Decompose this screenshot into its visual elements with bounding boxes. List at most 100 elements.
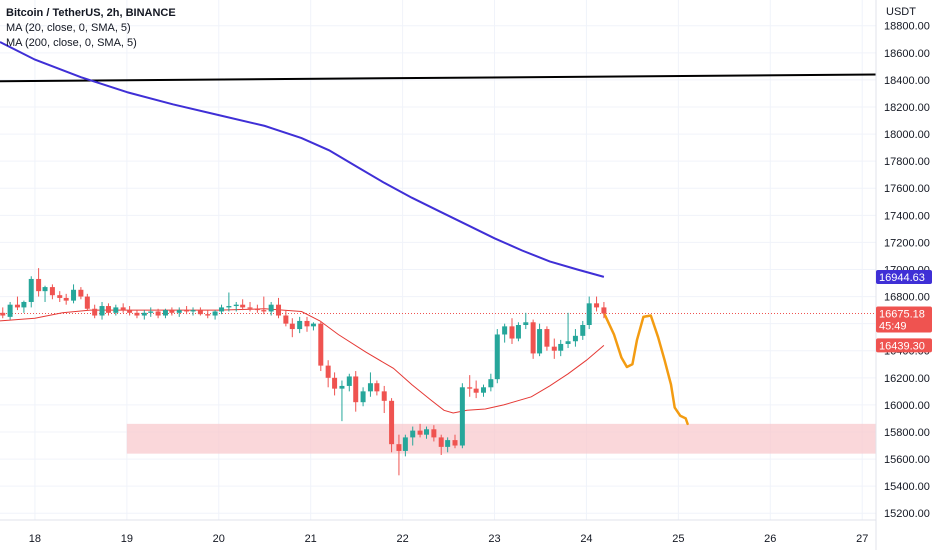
candle[interactable] [120, 303, 126, 313]
candle[interactable] [360, 387, 366, 407]
candle[interactable] [190, 307, 196, 316]
candle[interactable] [304, 316, 310, 332]
candle[interactable] [42, 285, 48, 302]
candle[interactable] [325, 360, 331, 388]
candle[interactable] [537, 323, 543, 357]
candle[interactable] [14, 296, 20, 311]
candle[interactable] [78, 287, 84, 300]
candle[interactable] [594, 296, 600, 312]
candle[interactable] [374, 380, 380, 396]
candle[interactable] [21, 300, 27, 313]
candle[interactable] [509, 318, 515, 344]
candle-body [537, 329, 543, 354]
last-price-badge-bg [876, 306, 932, 333]
candle[interactable] [197, 307, 203, 316]
resistance-trendline[interactable] [0, 73, 877, 83]
candle[interactable] [438, 434, 444, 455]
candle[interactable] [105, 303, 111, 316]
candle-body [473, 388, 479, 393]
candle[interactable] [268, 301, 274, 316]
ma20-line[interactable] [0, 308, 605, 414]
candle[interactable] [297, 316, 303, 334]
candle[interactable] [473, 380, 479, 399]
candle[interactable] [544, 326, 550, 351]
legend-title[interactable]: Bitcoin / TetherUS, 2h, BINANCE [6, 7, 176, 19]
candle[interactable] [148, 307, 154, 317]
candle[interactable] [332, 372, 338, 396]
candle[interactable] [226, 292, 232, 312]
candle[interactable] [219, 304, 225, 315]
candle[interactable] [127, 306, 133, 316]
candle[interactable] [310, 322, 316, 331]
candle[interactable] [424, 426, 430, 439]
candle[interactable] [558, 339, 564, 357]
candle[interactable] [0, 307, 6, 319]
candle[interactable] [586, 296, 592, 330]
candle[interactable] [515, 322, 521, 342]
candle[interactable] [445, 437, 451, 453]
candle[interactable] [212, 310, 218, 320]
candle[interactable] [572, 329, 578, 347]
candle[interactable] [184, 306, 190, 315]
candle[interactable] [276, 297, 282, 319]
candle[interactable] [247, 301, 253, 312]
candle[interactable] [353, 371, 359, 412]
date-tick-label: 20 [213, 533, 225, 545]
candle[interactable] [63, 293, 69, 305]
candle[interactable] [283, 310, 289, 327]
candle[interactable] [71, 284, 77, 304]
candle[interactable] [402, 434, 408, 457]
candle[interactable] [396, 434, 402, 476]
candle[interactable] [254, 304, 260, 313]
candle[interactable] [367, 372, 373, 397]
candle[interactable] [92, 304, 98, 319]
projection-path[interactable] [602, 311, 689, 426]
candle[interactable] [417, 423, 423, 438]
candle[interactable] [502, 323, 508, 343]
candle[interactable] [410, 426, 416, 446]
ma200-line[interactable] [0, 41, 605, 278]
candle[interactable] [169, 307, 175, 316]
candle[interactable] [84, 293, 90, 311]
candle[interactable] [481, 384, 487, 397]
legend-ma20[interactable]: MA (20, close, 0, SMA, 5) [6, 22, 131, 34]
candle[interactable] [494, 329, 500, 384]
candle[interactable] [530, 319, 536, 359]
candle[interactable] [134, 310, 140, 319]
candle[interactable] [57, 291, 63, 302]
candle[interactable] [452, 434, 458, 449]
date-tick-label: 26 [764, 533, 776, 545]
candle[interactable] [339, 380, 345, 422]
candle[interactable] [205, 310, 211, 319]
candle[interactable] [49, 284, 55, 300]
candle[interactable] [7, 301, 13, 320]
candle[interactable] [488, 373, 494, 392]
candle[interactable] [289, 318, 295, 338]
candle[interactable] [459, 383, 465, 449]
support-zone[interactable] [126, 423, 876, 454]
candle[interactable] [346, 373, 352, 392]
candle[interactable] [261, 296, 267, 315]
candle[interactable] [551, 338, 557, 359]
legend-ma200[interactable]: MA (200, close, 0, SMA, 5) [6, 37, 137, 49]
candle[interactable] [155, 308, 161, 319]
candle[interactable] [176, 307, 182, 317]
candle[interactable] [381, 385, 387, 414]
candle[interactable] [565, 312, 571, 349]
candle[interactable] [389, 398, 395, 453]
candle[interactable] [28, 276, 34, 308]
candle[interactable] [240, 299, 246, 311]
candle[interactable] [431, 425, 437, 442]
candle[interactable] [523, 312, 529, 330]
candle[interactable] [580, 320, 586, 340]
candle[interactable] [233, 301, 239, 312]
candle[interactable] [601, 301, 607, 319]
candle[interactable] [99, 301, 105, 320]
candle[interactable] [113, 304, 119, 316]
candle[interactable] [36, 268, 42, 297]
candle[interactable] [162, 308, 168, 319]
candle[interactable] [318, 320, 324, 372]
candle[interactable] [141, 310, 147, 320]
candle[interactable] [467, 375, 473, 397]
